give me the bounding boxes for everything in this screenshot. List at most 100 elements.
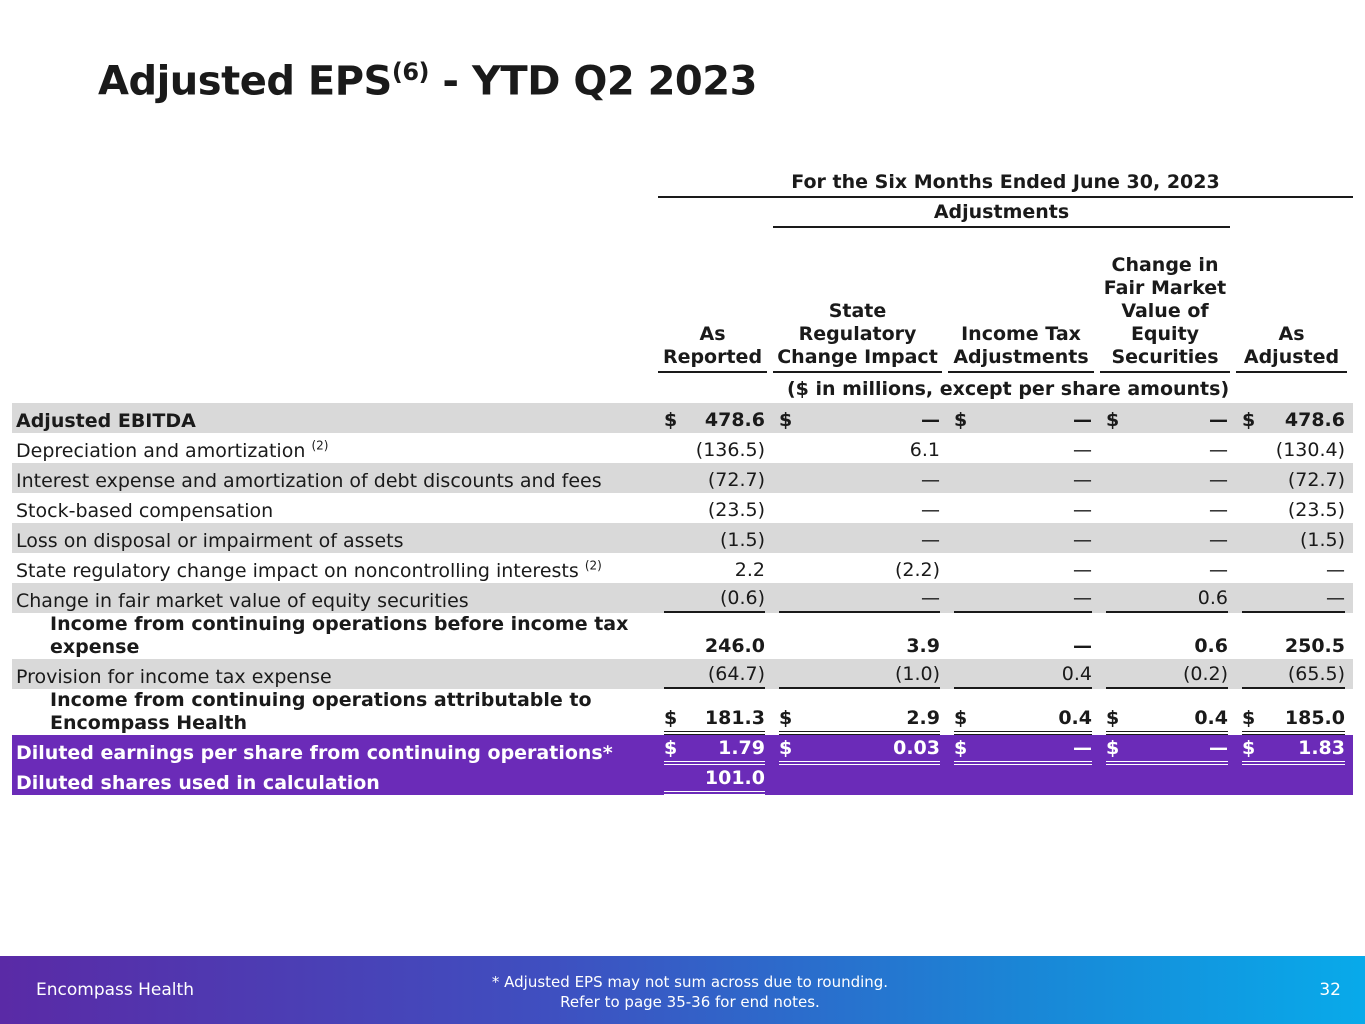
value-cell: — [773, 493, 948, 523]
amount: 6.1 [909, 439, 940, 461]
amount: — [1326, 559, 1345, 581]
value-cell: — [1236, 583, 1353, 613]
value: — [1242, 557, 1345, 583]
amount: — [921, 499, 940, 521]
footnote: Refer to page 35-36 for end notes. [560, 993, 820, 1011]
row-label: Diluted shares used in calculation [16, 772, 380, 794]
row-label: Stock-based compensation [16, 500, 274, 522]
value: (130.4) [1242, 437, 1345, 463]
value: — [1106, 467, 1228, 493]
value: (23.5) [664, 497, 765, 523]
value-cell: (23.5) [1236, 493, 1353, 523]
value: (23.5) [1242, 497, 1345, 523]
amount: — [1209, 499, 1228, 521]
amount: 0.4 [1061, 663, 1092, 685]
amount: 250.5 [1284, 635, 1345, 657]
amount: — [1073, 469, 1092, 491]
amount: 0.03 [893, 737, 940, 759]
value: — [954, 497, 1092, 523]
value-cell: — [773, 583, 948, 613]
period-header: For the Six Months Ended June 30, 2023 [658, 168, 1353, 198]
value: (72.7) [664, 467, 765, 493]
row-label: Adjusted EBITDA [16, 410, 196, 432]
row-label: Change in fair market value of equity se… [16, 590, 469, 612]
value: — [954, 467, 1092, 493]
footer: Encompass Health * Adjusted EPS may not … [0, 956, 1365, 1024]
value-cell: (23.5) [658, 493, 773, 523]
value: 0.6 [1106, 633, 1228, 659]
slide-title: Adjusted EPS(6) - YTD Q2 2023 [98, 58, 757, 104]
column-header-cell: Change in Fair Market Value of Equity Se… [1100, 228, 1236, 373]
row-label: Interest expense and amortization of deb… [16, 470, 602, 492]
amount: — [921, 469, 940, 491]
row-label-cell: Interest expense and amortization of deb… [12, 463, 658, 493]
amount: — [1209, 559, 1228, 581]
value: (1.0) [779, 661, 940, 689]
value: — [954, 527, 1092, 553]
table-row: Diluted shares used in calculation 101.0 [12, 765, 1353, 795]
adjustments-header: Adjustments [773, 198, 1230, 228]
amount: — [1209, 409, 1228, 431]
table-row: Loss on disposal or impairment of assets… [12, 523, 1353, 553]
value: $2.9 [779, 705, 940, 735]
value: — [1242, 585, 1345, 613]
title-note: (6) [391, 58, 430, 86]
amount: (1.0) [894, 663, 940, 685]
amount: — [1073, 409, 1092, 431]
value: $1.79 [664, 735, 765, 765]
value: (1.5) [664, 527, 765, 553]
amount: — [1073, 737, 1092, 759]
table-row: Diluted earnings per share from continui… [12, 735, 1353, 765]
amount: — [1326, 587, 1345, 609]
value-cell: 101.0 [658, 765, 773, 795]
value: — [1106, 497, 1228, 523]
value-cell: (2.2) [773, 553, 948, 583]
table-row: Income from continuing operations before… [12, 613, 1353, 659]
amount: — [921, 587, 940, 609]
value-cell: $ — [948, 735, 1100, 765]
column-header: Income Tax Adjustments [948, 323, 1094, 373]
value: — [954, 437, 1092, 463]
amount: (1.5) [1299, 529, 1345, 551]
table-row: Change in fair market value of equity se… [12, 583, 1353, 613]
row-label: Diluted earnings per share from continui… [16, 742, 613, 764]
value: (72.7) [1242, 467, 1345, 493]
value-cell: (72.7) [1236, 463, 1353, 493]
amount: 2.2 [734, 559, 765, 581]
currency: $ [1106, 737, 1120, 759]
value: (64.7) [664, 661, 765, 689]
amount: 246.0 [704, 635, 765, 657]
column-header: As Adjusted [1236, 323, 1347, 373]
amount: 0.6 [1197, 587, 1228, 609]
amount: — [1073, 559, 1092, 581]
value-cell: $478.6 [658, 403, 773, 433]
amount: (1.5) [719, 529, 765, 551]
row-label: Income from continuing operations before… [50, 613, 629, 658]
value: — [779, 497, 940, 523]
value-cell: — [1100, 433, 1236, 463]
currency: $ [779, 707, 793, 729]
value-cell: (0.2) [1100, 659, 1236, 689]
value-cell: — [1100, 523, 1236, 553]
value-cell: — [948, 463, 1100, 493]
amount: 181.3 [704, 707, 765, 729]
value-cell: $2.9 [773, 689, 948, 735]
row-label: Provision for income tax expense [16, 666, 332, 688]
value-cell: $ — [773, 403, 948, 433]
value-cell: — [1100, 493, 1236, 523]
value: $478.6 [664, 407, 765, 433]
value-cell: 0.4 [948, 659, 1100, 689]
amount: (64.7) [707, 663, 765, 685]
value-cell: — [948, 583, 1100, 613]
row-label-cell: Change in fair market value of equity se… [12, 583, 658, 613]
amount: (0.6) [719, 587, 765, 609]
value: $0.4 [1106, 705, 1228, 735]
value-cell: (1.5) [658, 523, 773, 553]
company-name: Encompass Health [36, 980, 194, 1000]
amount: 478.6 [704, 409, 765, 431]
value-cell: — [948, 613, 1100, 659]
currency: $ [954, 737, 968, 759]
value-cell [773, 765, 948, 795]
table-row: Income from continuing operations attrib… [12, 689, 1353, 735]
value-cell: (72.7) [658, 463, 773, 493]
